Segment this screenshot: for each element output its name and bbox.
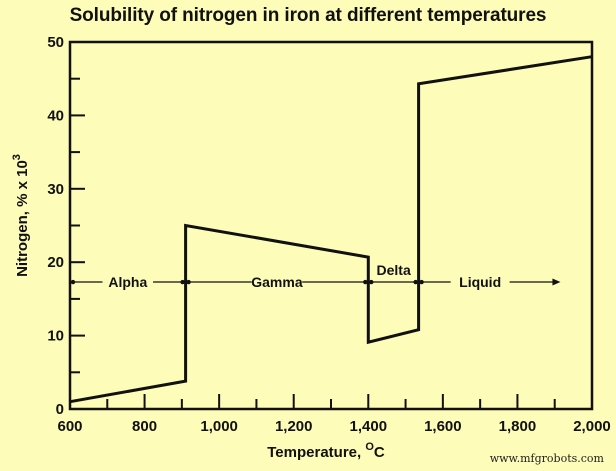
plot-frame [68,40,594,411]
y-tick-label: 30 [47,181,64,198]
y-tick-label: 0 [56,401,64,418]
axis-labels: Temperature, OC Nitrogen, % x 103 [11,154,385,461]
phase-label-delta: Delta [377,262,411,278]
phase-annotations: Alpha Gamma Delta Liquid [70,262,561,290]
x-tick-label: 1,400 [350,418,388,435]
x-tick-label: 2,000 [573,418,611,435]
y-tick-label: 50 [47,34,64,51]
x-tick-label: 600 [57,418,82,435]
x-tick-label: 1,200 [275,418,313,435]
watermark: www.mfgrobots.com [489,452,604,465]
y-tick-label: 20 [47,254,64,271]
phase-label-gamma: Gamma [251,274,303,290]
axis-ticks: 0 10 20 30 40 50 600 800 1,000 1,200 1,400 1,600 1,8… [47,34,610,435]
phase-label-alpha: Alpha [108,274,147,290]
data-series [69,55,593,404]
x-axis-title: Temperature, OC [267,441,385,461]
x-tick-label: 1,600 [424,418,462,435]
y-tick-label: 40 [47,107,64,124]
y-tick-label: 10 [47,328,64,345]
x-tick-label: 800 [132,418,157,435]
x-tick-label: 1,000 [200,418,238,435]
chart-title: Solubility of nitrogen in iron at differ… [69,5,547,26]
x-tick-label: 1,800 [499,418,537,435]
y-axis-title: Nitrogen, % x 103 [11,154,31,277]
arrowhead-icon [552,278,561,286]
chart-axes [68,40,594,411]
phase-label-liquid: Liquid [459,274,501,290]
solubility-line [69,55,593,404]
